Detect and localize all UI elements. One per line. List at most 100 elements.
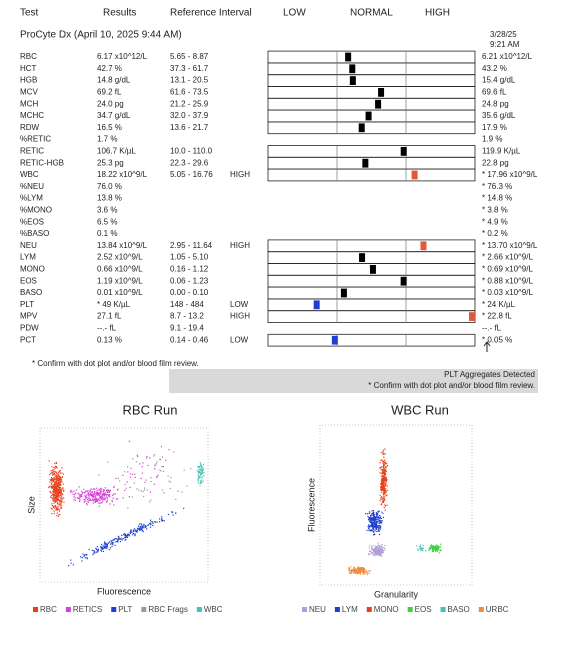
dot (56, 482, 58, 484)
dot (138, 523, 140, 525)
dot (73, 499, 75, 501)
dot (60, 492, 63, 494)
dot (104, 492, 106, 494)
dot (375, 549, 377, 551)
dot (147, 464, 149, 467)
dot (119, 541, 122, 543)
reference: 5.65 - 8.87 (170, 52, 209, 61)
test-name: BASO (20, 288, 42, 297)
dot (113, 493, 115, 495)
dot (380, 486, 382, 489)
dot (53, 505, 55, 507)
dot (385, 469, 387, 471)
reference: 148 - 484 (170, 300, 204, 309)
dot (112, 542, 114, 544)
test-name: WBC (20, 170, 39, 179)
dot (140, 528, 142, 530)
dot (106, 496, 108, 498)
dot (380, 550, 382, 553)
dot (371, 517, 373, 519)
dot (197, 467, 200, 469)
dot (117, 488, 119, 490)
header-high: HIGH (425, 8, 450, 19)
dot (381, 484, 383, 486)
dot (50, 472, 52, 474)
dot (382, 453, 384, 455)
dot (380, 496, 382, 499)
dot (348, 570, 350, 572)
dot (59, 482, 61, 484)
dot (104, 543, 107, 545)
dot (54, 481, 56, 483)
plot-title: WBC Run (391, 402, 449, 417)
dot (142, 529, 144, 532)
dot (384, 453, 386, 455)
dot (351, 570, 353, 573)
dot (86, 504, 88, 506)
dot (378, 521, 380, 523)
prior-result: * 22.8 fL (482, 312, 512, 321)
dot (162, 470, 165, 472)
dot (98, 474, 100, 476)
dot (355, 571, 357, 573)
dot (382, 548, 384, 550)
dot (57, 490, 59, 492)
dot (380, 459, 382, 461)
dot (381, 478, 383, 480)
dot (86, 497, 88, 499)
dot (374, 552, 376, 554)
dot (371, 520, 373, 522)
dot (368, 526, 370, 528)
dot (367, 526, 369, 528)
dot (428, 547, 430, 549)
result: 14.8 g/dL (97, 76, 131, 85)
dot (105, 543, 107, 545)
range-box (267, 286, 476, 300)
flag: LOW (230, 300, 249, 309)
dot (439, 550, 441, 552)
dot (372, 513, 374, 515)
dot (421, 548, 423, 550)
result: 25.3 pg (97, 158, 124, 167)
dot (149, 523, 151, 525)
dot (429, 548, 431, 550)
dot (88, 501, 90, 503)
flag: HIGH (230, 170, 250, 179)
dot (373, 512, 375, 514)
dot (153, 483, 155, 485)
dot (51, 503, 53, 505)
dot (379, 522, 381, 524)
dot (120, 537, 122, 539)
dot (122, 538, 124, 540)
dot (86, 499, 89, 501)
dot (200, 480, 202, 482)
dot (358, 568, 360, 570)
dot (73, 496, 75, 498)
dot (54, 487, 56, 490)
dot (59, 479, 61, 481)
reference: 13.6 - 21.7 (170, 123, 209, 132)
dot (380, 469, 382, 471)
dot (138, 528, 140, 531)
dot (99, 489, 101, 491)
dot (87, 492, 89, 494)
dot (51, 480, 53, 482)
dot (383, 485, 386, 487)
dot (129, 473, 131, 475)
dot (378, 517, 380, 519)
dot (161, 518, 163, 520)
dot (59, 470, 61, 472)
dot (55, 466, 57, 468)
dot (382, 550, 384, 552)
dot (383, 463, 385, 465)
alert-box (169, 369, 538, 393)
dot (382, 487, 384, 489)
dot (59, 480, 61, 482)
dot (377, 510, 379, 512)
dot (384, 484, 386, 486)
dot (385, 467, 387, 469)
reference: 10.0 - 110.0 (170, 147, 213, 156)
dot (87, 494, 89, 496)
dot (53, 486, 55, 488)
dot (377, 513, 379, 515)
